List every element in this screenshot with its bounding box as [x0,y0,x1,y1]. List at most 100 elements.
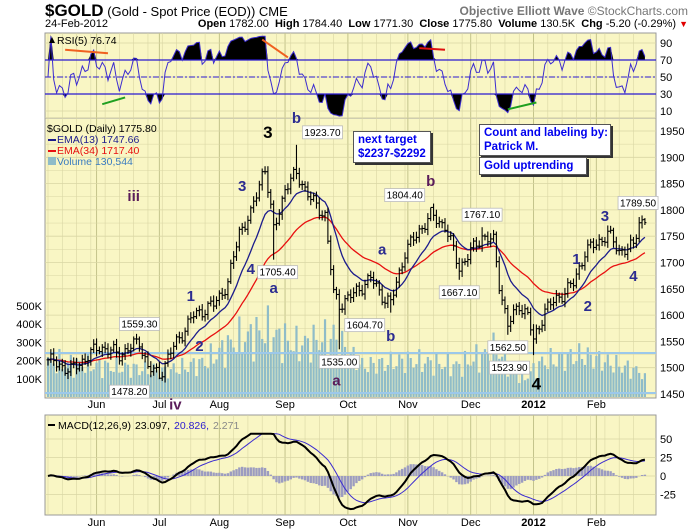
macd-histogram-bar [266,470,270,476]
ohlc-bar [489,233,493,248]
volume-bar [501,356,504,397]
price-axis-tick: 1850 [660,179,684,191]
price-callout: 1562.50 [487,340,529,355]
macd-histogram-bar [535,476,538,480]
ohlc-bar [266,166,270,198]
volume-bar [86,352,90,397]
ohlc-bar [560,292,564,304]
macd-histogram-bar [232,470,235,476]
volume-bar [446,352,449,397]
elliott-wave-label: 1 [187,288,195,305]
ohlc-bar [143,352,147,363]
macd-histogram-bar [303,476,307,481]
volume-bar [283,323,287,397]
macd-histogram-bar [569,467,572,476]
macd-histogram-bar [198,469,201,476]
volume-bar [278,328,281,397]
volume-bar [398,354,401,397]
high-label: High [274,18,300,30]
price-callout-text: 1535.00 [321,357,358,368]
ohlc-bar [640,215,644,229]
volume-bar [461,376,464,397]
elliott-wave-label: 2 [195,338,203,355]
volume-bar [375,373,378,397]
volume-bar [252,361,255,397]
macd-histogram-bar [463,476,467,485]
macd-histogram-bar [469,476,472,482]
price-callout: 1789.50 [617,196,659,210]
volume-bar [486,351,489,397]
elliott-wave-label: 1 [572,251,580,268]
ohlc-bar [135,333,139,345]
rsi-divergence-line [419,47,446,51]
volume-bar [266,305,270,397]
macd-histogram-bar [335,476,338,497]
ohlc-bar [497,256,501,295]
volume-bar [600,370,604,397]
macd-histogram-bar [206,471,210,476]
macd-histogram-bar [181,471,184,476]
volume-bar [458,363,461,397]
down-triangle-icon: ▼ [679,19,688,29]
macd-histogram-bar [400,468,404,476]
ohlc-bar [434,209,438,228]
macd-histogram-bar [312,476,315,484]
ohlc-bar [457,257,461,280]
volume-bar [243,342,247,397]
volume-bar [523,380,527,397]
volume-bar [418,349,421,397]
ohlc-bar [509,315,513,332]
ohlc-bar [326,207,330,244]
macd-histogram-bar [135,474,138,476]
volume-bar [592,368,595,397]
macd-histogram-bar [366,474,370,476]
macd-histogram-bar [329,476,332,492]
volume-bar [563,370,567,397]
macd-histogram-bar [300,476,304,480]
ohlc-bar [380,284,384,306]
price-callout: 1559.30 [118,317,160,331]
volume-bar [529,371,532,397]
ohlc-bar [346,291,350,302]
ohlc-bar [343,294,347,315]
volume-bar [401,358,404,397]
ohlc-bar [140,343,144,360]
ohlc-bar [195,307,199,319]
volume-bar [415,364,418,397]
ohlc-bar [354,283,358,297]
macd-histogram-bar [520,476,524,483]
macd-histogram-bar [218,472,221,476]
ohlc-bar [534,324,538,344]
ohlc-bar [460,258,464,277]
ohlc-bar [477,240,481,249]
macd-panel [44,414,657,516]
macd-histogram-bar [323,476,327,486]
price-axis-tick: 1500 [660,363,684,375]
volume-bar [466,364,469,397]
month-label: Nov [398,399,418,411]
macd-histogram-bar [532,476,535,481]
macd-histogram-bar [509,476,512,490]
macd-histogram-bar [318,476,321,486]
volume-axis-tick: 100K [16,374,42,386]
macd-axis-tick: -25 [660,490,676,502]
volume-bar [352,346,355,397]
volume-bar [386,364,389,397]
volume-bar [295,325,298,397]
macd-histogram-bar [512,476,515,488]
low-value: 1771.30 [373,18,414,30]
ohlc-bar [157,361,161,380]
ohlc-bar [152,364,156,376]
month-label: Dec [461,399,481,411]
macd-histogram-bar [286,476,290,481]
volume-bar [101,378,104,397]
macd-histogram-bar [592,466,595,476]
macd-histogram-bar [429,466,432,476]
month-label: 2012 [521,517,545,529]
rsi-divergence-line [101,96,126,106]
volume-axis-tick: 200K [16,356,42,368]
macd-axis-tick: 50 [660,434,672,446]
price-callout-text: 1789.50 [620,198,657,209]
ohlc-bar [186,315,190,336]
ohlc-bar [589,238,593,249]
